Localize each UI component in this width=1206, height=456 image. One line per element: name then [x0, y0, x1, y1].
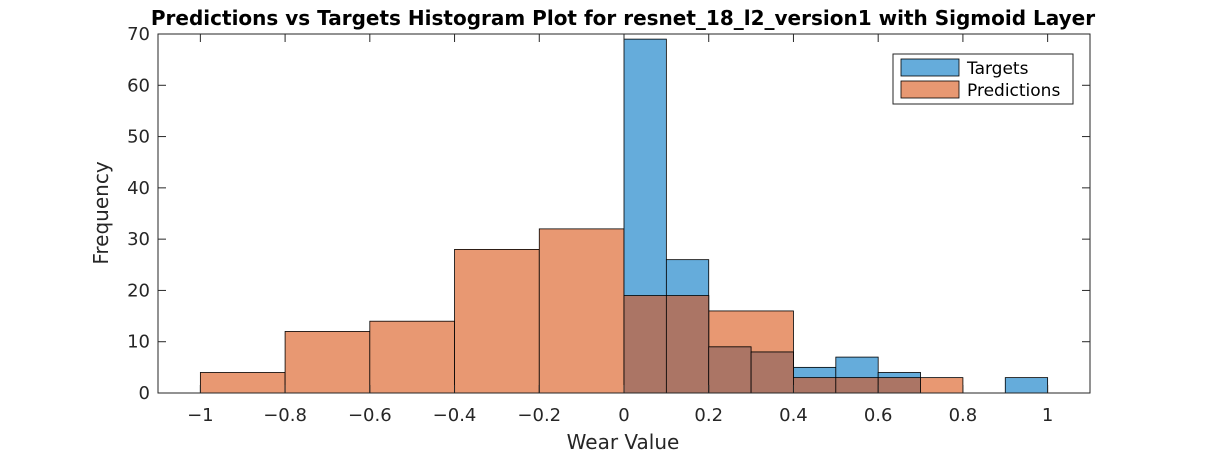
x-axis-label: Wear Value — [567, 430, 680, 454]
y-tick-label-5: 50 — [127, 127, 150, 148]
prediction-bar-3 — [454, 248, 540, 394]
legend-label-prediction: Predictions — [967, 81, 1060, 101]
y-tick-label-6: 60 — [127, 75, 150, 96]
y-tick-label-3: 30 — [127, 229, 150, 250]
y-tick-label-0: 0 — [139, 383, 150, 404]
x-tick-label-4: −0.2 — [517, 405, 561, 426]
prediction-bar-0 — [199, 372, 286, 394]
prediction-bar-4 — [538, 228, 625, 394]
overlap-bar-6 — [877, 377, 921, 394]
y-tick-label-1: 10 — [127, 332, 150, 353]
overlap-bar-2 — [708, 346, 752, 394]
overlap-bar-4 — [793, 377, 837, 394]
target-bar-7 — [1004, 377, 1049, 394]
y-tick-label-2: 20 — [127, 280, 150, 301]
y-tick-label-7: 70 — [127, 24, 150, 45]
x-tick-label-0: −1 — [187, 405, 214, 426]
chart-title: Predictions vs Targets Histogram Plot fo… — [151, 6, 1095, 30]
x-tick-label-3: −0.4 — [433, 405, 477, 426]
overlap-bar-3 — [750, 351, 794, 394]
prediction-bar-8 — [920, 377, 964, 394]
x-tick-label-9: 0.8 — [949, 405, 978, 426]
overlap-bar-0 — [623, 295, 667, 394]
overlap-bars — [623, 295, 921, 394]
x-tick-label-7: 0.4 — [779, 405, 808, 426]
x-tick-label-6: 0.2 — [694, 405, 723, 426]
overlap-bar-5 — [835, 377, 879, 394]
overlap-bar-1 — [665, 295, 710, 394]
legend-swatch-prediction — [900, 80, 960, 99]
prediction-bar-2 — [369, 320, 455, 394]
x-tick-label-2: −0.6 — [348, 405, 392, 426]
x-tick-label-8: 0.6 — [864, 405, 893, 426]
x-tick-label-5: 0 — [618, 405, 629, 426]
y-axis-label: Frequency — [89, 161, 113, 264]
legend-swatch-target — [900, 58, 960, 77]
x-axis-ticks: −1 −0.8 −0.6 −0.4 −0.2 0 0.2 0.4 0.6 0.8 1 — [187, 34, 1053, 426]
y-tick-label-4: 40 — [127, 178, 150, 199]
prediction-bar-1 — [284, 331, 371, 394]
x-tick-label-10: 1 — [1042, 405, 1053, 426]
y-axis-ticks: 0 10 20 30 40 50 60 70 — [127, 24, 1090, 404]
x-tick-label-1: −0.8 — [263, 405, 307, 426]
legend-label-target: Targets — [966, 59, 1029, 79]
